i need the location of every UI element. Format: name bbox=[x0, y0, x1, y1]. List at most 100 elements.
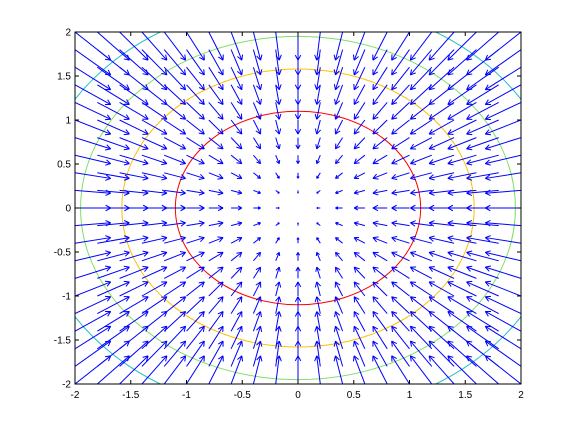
arrow bbox=[484, 49, 521, 76]
arrow bbox=[428, 266, 455, 279]
arrow bbox=[372, 355, 388, 384]
arrow bbox=[484, 295, 521, 315]
arrow bbox=[275, 251, 281, 261]
arrow bbox=[296, 172, 300, 179]
arrow bbox=[447, 49, 477, 76]
arrow bbox=[208, 102, 224, 120]
arrow bbox=[75, 235, 111, 244]
arrow bbox=[334, 281, 344, 297]
arrow bbox=[466, 119, 499, 136]
arrow bbox=[208, 311, 224, 332]
arrow bbox=[485, 219, 521, 227]
arrow bbox=[208, 137, 224, 150]
x-tick-label: 2 bbox=[518, 390, 524, 401]
arrow bbox=[186, 251, 205, 262]
arrow bbox=[297, 190, 299, 194]
arrow bbox=[75, 250, 112, 262]
arrow bbox=[353, 84, 366, 105]
arrow bbox=[163, 355, 187, 384]
arrow bbox=[372, 137, 388, 150]
arrow bbox=[275, 155, 281, 165]
arrow bbox=[186, 137, 205, 150]
arrow bbox=[275, 237, 280, 244]
arrow bbox=[186, 102, 205, 120]
arrow bbox=[294, 120, 302, 135]
arrow bbox=[353, 49, 366, 76]
arrow bbox=[353, 325, 366, 350]
arrow bbox=[75, 310, 112, 332]
arrow bbox=[208, 84, 224, 105]
arrow bbox=[208, 66, 224, 91]
arrow bbox=[253, 189, 261, 195]
arrow bbox=[119, 296, 149, 315]
x-tick-label: 0.5 bbox=[347, 390, 361, 401]
y-tick-label: 1 bbox=[65, 116, 71, 127]
arrow bbox=[294, 311, 302, 332]
arrow bbox=[275, 281, 282, 297]
arrow bbox=[391, 220, 410, 227]
arrow bbox=[353, 281, 366, 297]
arrow bbox=[447, 296, 477, 315]
arrow bbox=[353, 266, 366, 279]
arrow bbox=[141, 266, 168, 279]
arrow bbox=[230, 355, 244, 384]
arrow bbox=[141, 172, 168, 181]
arrow bbox=[391, 189, 410, 196]
arrow bbox=[231, 205, 243, 211]
arrow bbox=[333, 32, 344, 61]
arrow bbox=[353, 205, 365, 211]
arrow bbox=[186, 355, 205, 384]
x-tick-label: 1.5 bbox=[458, 390, 472, 401]
arrow bbox=[314, 32, 321, 61]
arrow bbox=[208, 236, 224, 244]
arrow bbox=[119, 265, 149, 279]
arrow bbox=[230, 325, 243, 350]
arrow bbox=[333, 355, 344, 384]
arrow bbox=[409, 84, 433, 105]
arrow bbox=[372, 266, 388, 279]
arrow bbox=[230, 84, 243, 105]
arrow bbox=[335, 189, 343, 195]
arrow bbox=[97, 101, 130, 120]
arrow bbox=[208, 172, 224, 180]
arrow bbox=[447, 154, 477, 166]
arrow bbox=[75, 172, 111, 181]
arrow bbox=[466, 172, 499, 181]
arrow bbox=[316, 206, 321, 210]
arrow bbox=[230, 154, 243, 165]
arrow bbox=[447, 340, 477, 367]
arrow bbox=[391, 102, 410, 120]
arrow bbox=[372, 154, 388, 165]
arrow bbox=[353, 102, 366, 120]
arrow bbox=[315, 155, 321, 165]
arrow bbox=[141, 310, 168, 332]
arrow bbox=[275, 119, 282, 135]
arrow bbox=[230, 189, 243, 195]
arrow bbox=[410, 172, 432, 181]
arrow bbox=[391, 172, 410, 181]
arrow bbox=[391, 32, 410, 61]
arrow bbox=[428, 66, 455, 91]
arrow bbox=[391, 49, 410, 76]
arrow bbox=[119, 250, 149, 262]
arrow bbox=[372, 340, 388, 367]
arrow bbox=[141, 340, 168, 367]
arrow bbox=[372, 325, 388, 350]
arrow bbox=[335, 237, 343, 244]
arrow bbox=[163, 102, 187, 120]
arrow bbox=[428, 189, 455, 196]
y-tick-label: 1.5 bbox=[57, 72, 71, 83]
y-tick-label: 0.5 bbox=[57, 160, 71, 171]
arrow bbox=[163, 311, 187, 332]
arrow bbox=[391, 137, 410, 150]
arrow bbox=[409, 49, 433, 76]
arrow bbox=[163, 119, 187, 135]
arrow bbox=[316, 237, 321, 244]
arrow bbox=[275, 190, 280, 194]
arrow bbox=[466, 280, 499, 297]
arrow bbox=[163, 325, 187, 350]
arrow bbox=[353, 340, 366, 367]
arrow bbox=[314, 296, 321, 314]
arrow bbox=[230, 49, 243, 76]
arrow bbox=[447, 101, 477, 120]
